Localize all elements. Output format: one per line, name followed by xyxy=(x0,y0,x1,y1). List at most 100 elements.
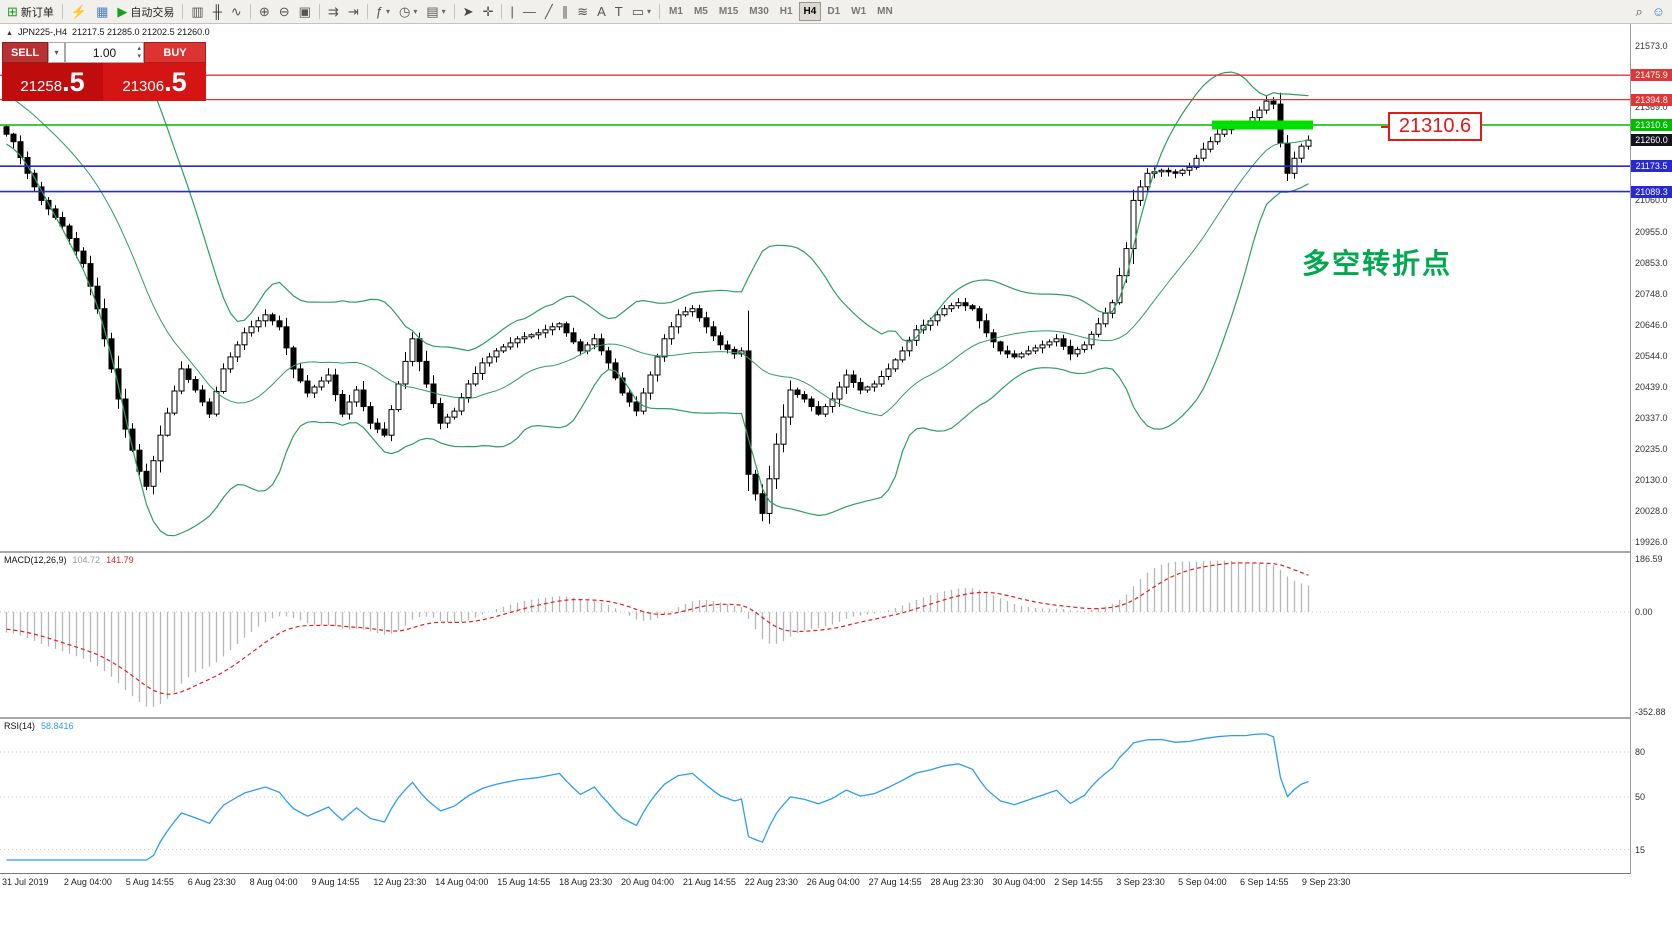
time-label: 14 Aug 04:00 xyxy=(435,877,489,887)
macd-panel-separator[interactable] xyxy=(0,551,1630,553)
toolbar-separator xyxy=(182,4,184,19)
cursor-button[interactable]: ➤ xyxy=(459,2,478,22)
price-tick: 20235.0 xyxy=(1635,443,1668,454)
zoom-in-button[interactable]: ⊕ xyxy=(255,2,274,22)
search-icon: ⌕ xyxy=(1635,4,1643,19)
chevron-down-icon: ▾ xyxy=(647,7,652,16)
price-tick: 19926.0 xyxy=(1635,536,1668,547)
community-button[interactable]: ☺ xyxy=(1648,2,1669,22)
timeframe-W1[interactable]: W1 xyxy=(851,6,867,17)
time-label: 22 Aug 23:30 xyxy=(744,877,798,887)
timeframe-D1[interactable]: D1 xyxy=(827,6,841,17)
buy-price-main: 21306 xyxy=(122,77,165,95)
shapes-button[interactable]: ▭ ▾ xyxy=(628,2,655,22)
macd-panel[interactable] xyxy=(0,553,1630,717)
bollinger-middle xyxy=(6,94,1309,417)
fibonacci-button[interactable]: ≋ xyxy=(573,2,592,22)
chart-shift-button[interactable]: ⇥ xyxy=(344,2,363,22)
macd-label: MACD(12,26,9) 104.72 141.79 xyxy=(4,555,134,565)
bar-chart-button[interactable]: ▥ xyxy=(187,2,207,22)
rsi-line xyxy=(6,733,1309,861)
new-order-label: 新订单 xyxy=(20,6,54,19)
volume-value: 1.00 xyxy=(92,45,117,60)
timeframe-M30[interactable]: M30 xyxy=(749,6,769,17)
time-axis-line xyxy=(0,873,1630,874)
buy-price[interactable]: 21306.5 xyxy=(103,63,206,101)
time-label: 30 Aug 04:00 xyxy=(992,877,1046,887)
chinese-annotation[interactable]: 多空转折点 xyxy=(1302,248,1453,279)
time-label: 28 Aug 23:30 xyxy=(930,877,984,887)
crosshair-button[interactable]: ✛ xyxy=(479,2,498,22)
time-label: 3 Sep 23:30 xyxy=(1116,877,1165,887)
collapse-triangle-icon[interactable] xyxy=(6,27,13,37)
price-tick: 20337.0 xyxy=(1635,412,1668,423)
tile-windows-button[interactable]: ▣ xyxy=(295,2,315,22)
text-label-button[interactable]: T xyxy=(611,2,627,22)
spin-up-icon[interactable] xyxy=(137,45,141,53)
candlestick-chart-button[interactable]: ╫ xyxy=(209,2,226,22)
price-tick: 20439.0 xyxy=(1635,382,1668,393)
new-order-button[interactable]: ⊞ 新订单 xyxy=(3,2,58,22)
buy-button[interactable]: BUY xyxy=(144,42,206,63)
time-label: 26 Aug 04:00 xyxy=(806,877,860,887)
timeframe-H1[interactable]: H1 xyxy=(779,6,793,17)
price-tick: 20028.0 xyxy=(1635,505,1668,516)
rsi-panel-separator[interactable] xyxy=(0,717,1630,719)
trade-panel-prices: 21258.5 21306.5 xyxy=(2,63,206,101)
periods-button[interactable]: ◷ ▾ xyxy=(395,2,421,22)
autotrading-icon: ▶ xyxy=(117,4,128,19)
sell-button[interactable]: SELL xyxy=(2,42,48,63)
search-button[interactable]: ⌕ xyxy=(1631,2,1646,22)
indicators-button[interactable]: ƒ ▾ xyxy=(372,2,394,22)
candlestick-chart-icon: ╫ xyxy=(212,4,222,19)
line-chart-button[interactable]: ∿ xyxy=(227,2,246,22)
spin-down-icon[interactable] xyxy=(137,53,141,61)
templates-button[interactable]: ▤ ▾ xyxy=(422,2,449,22)
main-chart[interactable] xyxy=(0,24,1630,551)
price-tick: 21060.0 xyxy=(1635,195,1668,206)
autotrading-button[interactable]: ▶ 自动交易 xyxy=(113,2,178,22)
rsi-panel[interactable] xyxy=(0,719,1630,873)
timeframe-M15[interactable]: M15 xyxy=(718,6,739,17)
volume-input[interactable]: 1.00 xyxy=(65,42,144,63)
highlight-bar[interactable] xyxy=(1212,120,1313,130)
timeframe-MN[interactable]: MN xyxy=(877,6,893,17)
timeframe-M5[interactable]: M5 xyxy=(693,6,708,17)
text-button[interactable]: A xyxy=(593,2,610,22)
horizontal-line-icon: ― xyxy=(522,4,536,19)
timeframe-H4[interactable]: H4 xyxy=(798,2,822,21)
toolbar-separator xyxy=(501,4,503,19)
time-label: 6 Sep 14:55 xyxy=(1240,877,1289,887)
time-label: 31 Jul 2019 xyxy=(2,877,49,887)
chart-header: JPN225-,H4 21217.5 21285.0 21202.5 21260… xyxy=(6,27,210,37)
zoom-out-button[interactable]: ⊖ xyxy=(275,2,294,22)
bar-chart-icon: ▥ xyxy=(191,4,204,19)
ohlc-values: 21217.5 21285.0 21202.5 21260.0 xyxy=(71,27,210,37)
macd-signal-line xyxy=(6,562,1309,695)
zoom-out-icon: ⊖ xyxy=(278,4,290,19)
sell-price[interactable]: 21258.5 xyxy=(2,63,103,101)
candles xyxy=(3,92,1312,524)
price-axis-border xyxy=(1630,24,1631,874)
price-tick: 20853.0 xyxy=(1635,257,1668,268)
timeframe-M1[interactable]: M1 xyxy=(669,6,683,17)
new-order-icon: ⊞ xyxy=(7,4,18,19)
price-callout-box[interactable]: 21310.6 xyxy=(1381,112,1482,141)
price-level-badge: 21310.6 xyxy=(1631,118,1672,131)
vertical-line-button[interactable]: | xyxy=(506,2,517,22)
time-label: 8 Aug 04:00 xyxy=(249,877,298,887)
time-label: 15 Aug 14:55 xyxy=(497,877,551,887)
time-label: 12 Aug 23:30 xyxy=(373,877,427,887)
trendline-button[interactable]: ╱ xyxy=(541,2,557,22)
volume-dropdown[interactable] xyxy=(48,42,65,63)
new-chart-button[interactable]: ⚡ xyxy=(67,2,91,22)
auto-scroll-button[interactable]: ⇉ xyxy=(324,2,343,22)
line-chart-icon: ∿ xyxy=(230,4,242,19)
community-icon: ☺ xyxy=(1651,4,1665,19)
horizontal-line-button[interactable]: ― xyxy=(519,2,540,22)
profiles-button[interactable]: ▦ xyxy=(92,2,112,22)
rsi-label: RSI(14) 58.8416 xyxy=(4,721,74,731)
toolbar-separator xyxy=(61,4,63,19)
equidistant-channel-button[interactable]: ∥ xyxy=(558,2,573,22)
